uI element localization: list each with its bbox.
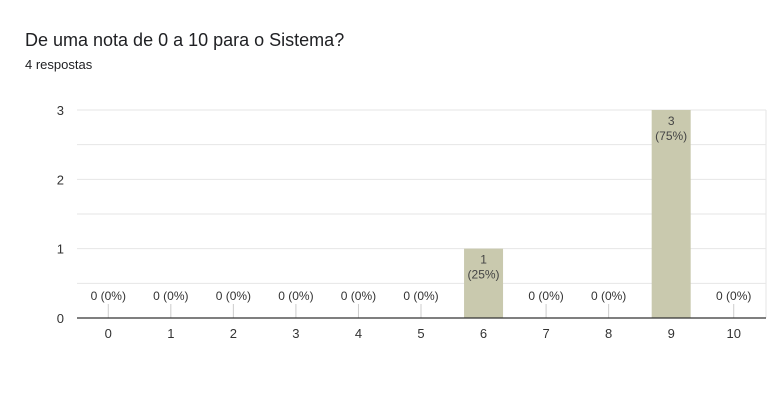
response-count: 4 respostas bbox=[25, 57, 93, 72]
x-tick-label: 5 bbox=[417, 326, 424, 341]
y-tick-label: 2 bbox=[57, 172, 64, 187]
x-tick-label: 0 bbox=[105, 326, 112, 341]
question-title: De uma nota de 0 a 10 para o Sistema? bbox=[25, 30, 345, 50]
bar-data-label: 0 (0%) bbox=[153, 289, 188, 303]
bar-data-label-percent: (25%) bbox=[468, 268, 500, 282]
x-tick-label: 9 bbox=[668, 326, 675, 341]
y-tick-label: 0 bbox=[57, 311, 64, 326]
bar-data-label: 0 (0%) bbox=[403, 289, 438, 303]
x-tick-label: 6 bbox=[480, 326, 487, 341]
bar-data-label: 0 (0%) bbox=[341, 289, 376, 303]
y-tick-label: 1 bbox=[57, 242, 64, 257]
x-tick-label: 10 bbox=[726, 326, 740, 341]
bar bbox=[464, 248, 504, 318]
bar-data-label: 0 (0%) bbox=[716, 289, 751, 303]
bar-data-label-percent: (75%) bbox=[655, 129, 687, 143]
bar-data-label-count: 1 bbox=[480, 253, 487, 267]
bar-data-label: 0 (0%) bbox=[216, 289, 251, 303]
x-tick-label: 7 bbox=[542, 326, 549, 341]
bar bbox=[651, 110, 691, 318]
bar-data-label: 0 (0%) bbox=[91, 289, 126, 303]
bar-data-label: 0 (0%) bbox=[591, 289, 626, 303]
x-tick-label: 2 bbox=[230, 326, 237, 341]
x-tick-label: 3 bbox=[292, 326, 299, 341]
x-tick-label: 1 bbox=[167, 326, 174, 341]
bar-data-label-count: 3 bbox=[668, 114, 675, 128]
bar-data-label: 0 (0%) bbox=[528, 289, 563, 303]
y-tick-label: 3 bbox=[57, 103, 64, 118]
bar-data-label: 0 (0%) bbox=[278, 289, 313, 303]
x-tick-label: 8 bbox=[605, 326, 612, 341]
x-tick-label: 4 bbox=[355, 326, 362, 341]
